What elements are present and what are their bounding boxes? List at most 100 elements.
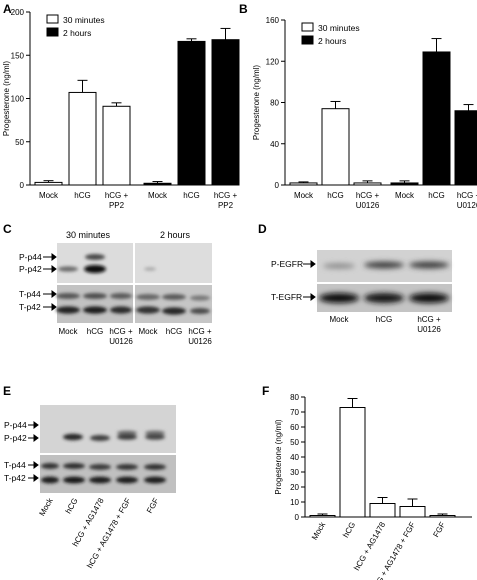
band xyxy=(144,267,156,271)
band xyxy=(409,261,449,269)
band xyxy=(364,293,404,303)
blot-c-group-label-2: 2 hours xyxy=(160,230,191,240)
label-line: U0126 xyxy=(417,325,441,334)
band xyxy=(409,293,449,303)
band xyxy=(364,261,404,269)
x-tick-label: FGF xyxy=(431,520,447,538)
blot-c-row-label-p-p44: P-p44 xyxy=(19,252,42,262)
blot-e-lane-label: hCG xyxy=(64,497,80,516)
label-line: hCG + xyxy=(188,327,212,336)
blot-c-lane-label: hCG xyxy=(87,327,103,336)
band xyxy=(83,306,107,314)
blot-d-arrows xyxy=(303,260,316,301)
band xyxy=(83,293,107,299)
y-tick-label: 80 xyxy=(290,393,299,402)
band xyxy=(116,464,138,470)
band xyxy=(63,476,85,484)
blot-panel-d: P-EGFR T-EGFR Mock hCG hCG + U0126 xyxy=(271,250,452,334)
bar xyxy=(177,40,206,186)
bar xyxy=(143,182,172,186)
label-line: U0126 xyxy=(188,337,212,346)
legend-label: 2 hours xyxy=(318,36,346,46)
label-line: U0126 xyxy=(356,201,380,210)
band xyxy=(63,463,85,469)
band xyxy=(145,430,165,436)
bar xyxy=(321,108,350,186)
band xyxy=(136,294,160,300)
blot-c-lane-label: Mock xyxy=(138,327,158,336)
blot-c-row-label-p-p42: P-p42 xyxy=(19,264,42,274)
panel-letter-d: D xyxy=(258,222,267,236)
band xyxy=(110,293,132,299)
x-tick-label: hCG xyxy=(341,521,357,540)
bar xyxy=(68,91,97,186)
band xyxy=(136,306,160,314)
label-line: U0126 xyxy=(457,201,477,210)
blot-e-row-label-t-p44: T-p44 xyxy=(4,460,26,470)
band xyxy=(116,476,138,484)
blot-panel-e: P-p44 P-p42 T-p44 T-p42 xyxy=(4,405,176,570)
blot-e-phospho-membrane xyxy=(40,405,176,453)
label-line: Mock xyxy=(148,191,168,200)
y-tick-label: 150 xyxy=(11,51,25,60)
blot-c-total-membrane-2h xyxy=(135,285,212,323)
band xyxy=(323,263,355,269)
label-line: U0126 xyxy=(109,337,133,346)
blot-panel-c: 30 minutes 2 hours P-p44 P-p42 T-p44 T-p… xyxy=(19,230,212,346)
panel-letter-f: F xyxy=(262,384,269,398)
band xyxy=(85,254,105,260)
blot-c-lane-label: hCG + U0126 xyxy=(188,327,212,346)
blot-e-lane-label: Mock xyxy=(37,496,55,518)
band xyxy=(319,293,359,303)
panel-letter-a: A xyxy=(3,2,12,16)
bar xyxy=(102,105,131,186)
bar xyxy=(429,515,456,518)
y-axis-label: Progesterone (ng/ml) xyxy=(274,419,283,494)
band xyxy=(190,308,210,314)
blot-e-bands xyxy=(41,430,166,484)
band xyxy=(162,307,186,315)
y-axis-label: Progesterone (ng/ml) xyxy=(2,61,11,136)
band xyxy=(144,476,166,484)
band xyxy=(190,295,210,301)
x-tick-label: Mock xyxy=(310,520,328,542)
y-tick-label: 0 xyxy=(295,513,300,522)
x-tick-label: hCG + AG1478 xyxy=(352,520,387,572)
x-tick-label: hCG + PP2 xyxy=(105,191,129,210)
panel-letter-c: C xyxy=(3,222,12,236)
label-line: hCG + xyxy=(417,315,441,324)
label-line: PP2 xyxy=(218,201,234,210)
x-tick-label: hCG xyxy=(183,191,199,200)
band xyxy=(84,265,106,273)
label-line: hCG + xyxy=(105,191,129,200)
blot-c-lane-label: Mock xyxy=(58,327,78,336)
band xyxy=(117,434,137,440)
bar xyxy=(353,182,382,186)
band xyxy=(144,464,166,470)
label-line: Mock xyxy=(58,327,78,336)
legend-swatch xyxy=(301,35,314,45)
blot-d-lane-label: hCG + U0126 xyxy=(417,315,441,334)
blot-c-total-membrane-30min xyxy=(57,285,133,323)
band xyxy=(41,463,59,469)
blot-c-row-label-t-p44: T-p44 xyxy=(19,289,41,299)
y-tick-label: 80 xyxy=(270,99,279,108)
band xyxy=(89,476,111,484)
y-tick-label: 200 xyxy=(11,8,25,17)
chart-panel-a: 0 50 100 150 200 Progesterone (ng/ml) Mock hCG h… xyxy=(2,8,240,210)
y-tick-label: 40 xyxy=(290,453,299,462)
blot-e-row-label-p-p42: P-p42 xyxy=(4,433,27,443)
blot-c-phospho-membrane-30min xyxy=(57,243,133,283)
label-line: hCG xyxy=(327,191,343,200)
blot-c-phospho-membrane-2h xyxy=(135,243,212,283)
bar xyxy=(422,51,451,186)
bar xyxy=(369,503,396,518)
x-tick-label: hCG xyxy=(327,191,343,200)
band xyxy=(41,476,59,484)
y-tick-label: 60 xyxy=(290,423,299,432)
blot-d-bands xyxy=(319,261,449,303)
y-tick-label: 0 xyxy=(20,181,25,190)
label-line: Mock xyxy=(329,315,349,324)
blot-c-lane-label: hCG xyxy=(166,327,182,336)
